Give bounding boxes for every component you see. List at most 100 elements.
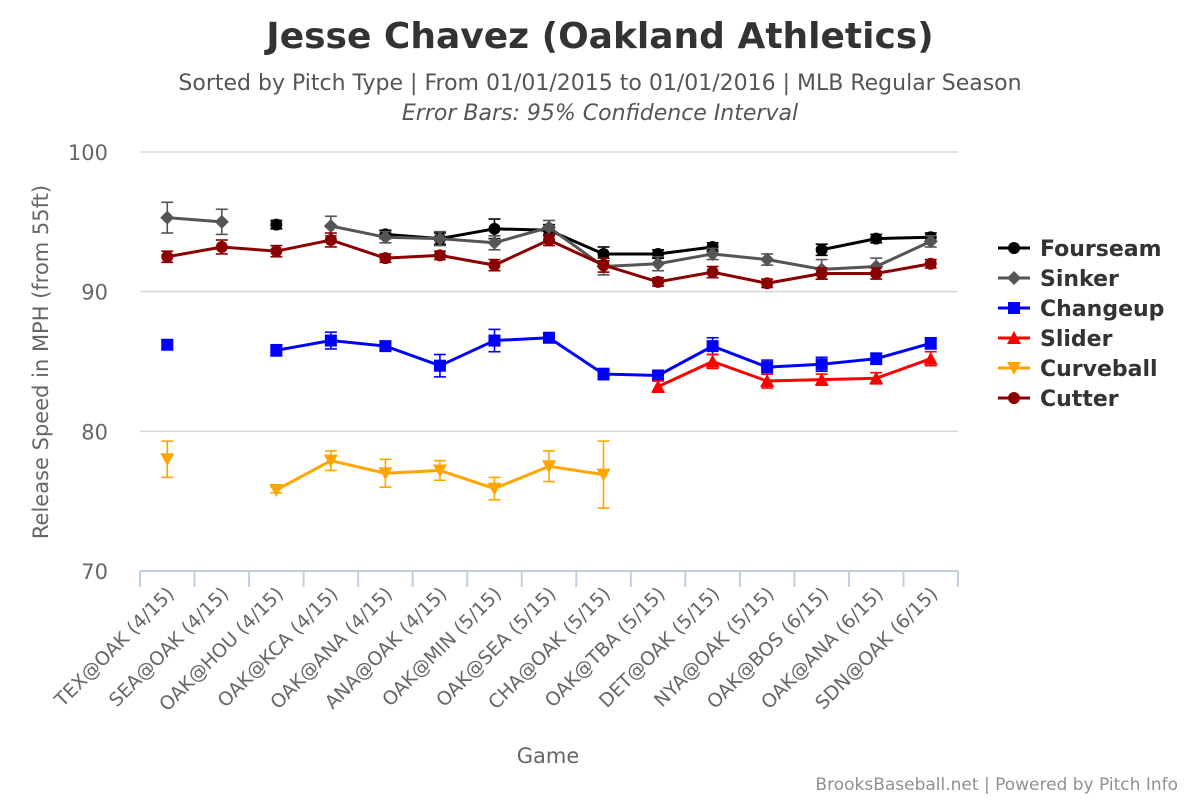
data-point-cutter [870, 267, 883, 280]
data-point-curveball [160, 453, 175, 467]
data-point-changeup [543, 331, 555, 344]
data-point-cutter [161, 250, 174, 263]
data-point-cutter [924, 257, 937, 270]
data-point-cutter [761, 277, 774, 290]
legend-item-cutter[interactable]: Cutter [998, 387, 1119, 412]
legend-marker-slider [1007, 331, 1021, 344]
legend-item-curveball[interactable]: Curveball [998, 357, 1158, 382]
data-point-fourseam [488, 222, 501, 235]
data-point-cutter [215, 240, 228, 253]
series-line-sinker [167, 216, 932, 271]
data-point-sinker [705, 246, 720, 261]
data-point-cutter [270, 245, 283, 258]
data-point-changeup [270, 344, 283, 357]
series-changeup [161, 328, 937, 382]
series-sinker [160, 201, 938, 280]
data-point-cutter [815, 267, 828, 280]
data-point-curveball [432, 464, 447, 478]
data-point-changeup [324, 334, 337, 347]
legend-marker-changeup [1008, 302, 1020, 314]
legend-marker-curveball [1007, 362, 1021, 375]
series-group [160, 201, 938, 509]
legend-label-sinker: Sinker [1040, 267, 1119, 292]
data-point-sinker [160, 210, 175, 225]
data-point-curveball [323, 454, 338, 468]
data-point-sinker [542, 220, 556, 235]
data-point-curveball [596, 468, 611, 482]
series-line-cutter [167, 238, 931, 285]
data-point-slider [760, 374, 775, 388]
data-point-sinker [432, 231, 447, 246]
legend-label-slider: Slider [1040, 327, 1113, 352]
data-point-slider [651, 379, 666, 393]
data-point-slider [814, 372, 829, 386]
data-point-slider [923, 351, 938, 365]
y-axis-ticks: 70 80 90 100 [68, 141, 108, 584]
legend-item-changeup[interactable]: Changeup [998, 297, 1164, 322]
data-point-cutter [433, 249, 446, 262]
series-line-slider [657, 357, 932, 389]
data-point-slider [869, 371, 884, 385]
y-tick-label-90: 90 [81, 281, 108, 305]
legend-item-slider[interactable]: Slider [998, 327, 1113, 352]
x-axis-label: Game [517, 744, 580, 768]
data-point-changeup [433, 359, 446, 372]
data-point-sinker [323, 219, 338, 234]
y-axis-label: Release Speed in MPH (from 55ft) [29, 185, 53, 539]
data-point-cutter [324, 233, 337, 246]
data-point-fourseam [597, 247, 610, 260]
legend-label-cutter: Cutter [1040, 387, 1119, 412]
data-point-sinker [760, 252, 775, 267]
data-point-curveball [269, 483, 284, 497]
series-cutter [161, 232, 937, 290]
grid-lines [140, 151, 958, 433]
data-point-changeup [924, 337, 937, 350]
data-point-changeup [161, 338, 174, 351]
data-point-cutter [543, 233, 555, 246]
data-point-fourseam [270, 218, 283, 231]
series-curveball [160, 440, 611, 509]
data-point-changeup [379, 340, 392, 353]
data-point-cutter [706, 266, 719, 279]
legend-label-fourseam: Fourseam [1040, 237, 1162, 262]
legend[interactable]: Fourseam Sinker Changeup Slider Curveball Cut… [998, 237, 1164, 412]
chart-subtitle-error-bars: Error Bars: 95% Confidence Interval [402, 101, 798, 126]
data-point-curveball [378, 467, 393, 481]
data-point-fourseam [870, 232, 883, 245]
legend-item-sinker[interactable]: Sinker [998, 267, 1119, 292]
data-point-changeup [488, 334, 501, 347]
data-point-changeup [870, 352, 883, 365]
data-point-sinker [214, 214, 229, 229]
x-axis: TEX@OAK (4/15)SEA@OAK (4/15)OAK@HOU (4/1… [50, 570, 959, 716]
y-tick-label-100: 100 [68, 141, 108, 165]
data-point-cutter [652, 275, 665, 288]
data-point-curveball [542, 460, 556, 474]
chart-subtitle: Sorted by Pitch Type | From 01/01/2015 t… [178, 71, 1021, 96]
data-point-slider [705, 354, 720, 368]
data-point-cutter [597, 259, 610, 272]
legend-item-fourseam[interactable]: Fourseam [998, 237, 1162, 262]
data-point-changeup [597, 368, 610, 381]
credits[interactable]: BrooksBaseball.net | Powered by Pitch In… [815, 775, 1178, 795]
legend-marker-cutter [1008, 392, 1020, 404]
data-point-sinker [487, 235, 502, 250]
data-point-changeup [706, 340, 719, 353]
legend-label-changeup: Changeup [1040, 297, 1164, 322]
legend-marker-fourseam [1008, 242, 1020, 254]
data-point-changeup [815, 358, 828, 371]
series-slider [651, 350, 938, 394]
legend-marker-sinker [1007, 271, 1021, 285]
data-point-fourseam [815, 243, 828, 256]
legend-label-curveball: Curveball [1040, 357, 1158, 382]
y-tick-label-80: 80 [81, 420, 108, 444]
data-point-cutter [379, 252, 392, 265]
data-point-curveball [487, 482, 502, 496]
data-point-sinker [651, 256, 666, 271]
data-point-changeup [652, 369, 665, 382]
data-point-sinker [923, 234, 938, 249]
data-point-changeup [761, 361, 774, 374]
chart-title: Jesse Chavez (Oakland Athletics) [263, 16, 933, 57]
y-tick-label-70: 70 [81, 560, 108, 584]
data-point-sinker [378, 230, 393, 245]
